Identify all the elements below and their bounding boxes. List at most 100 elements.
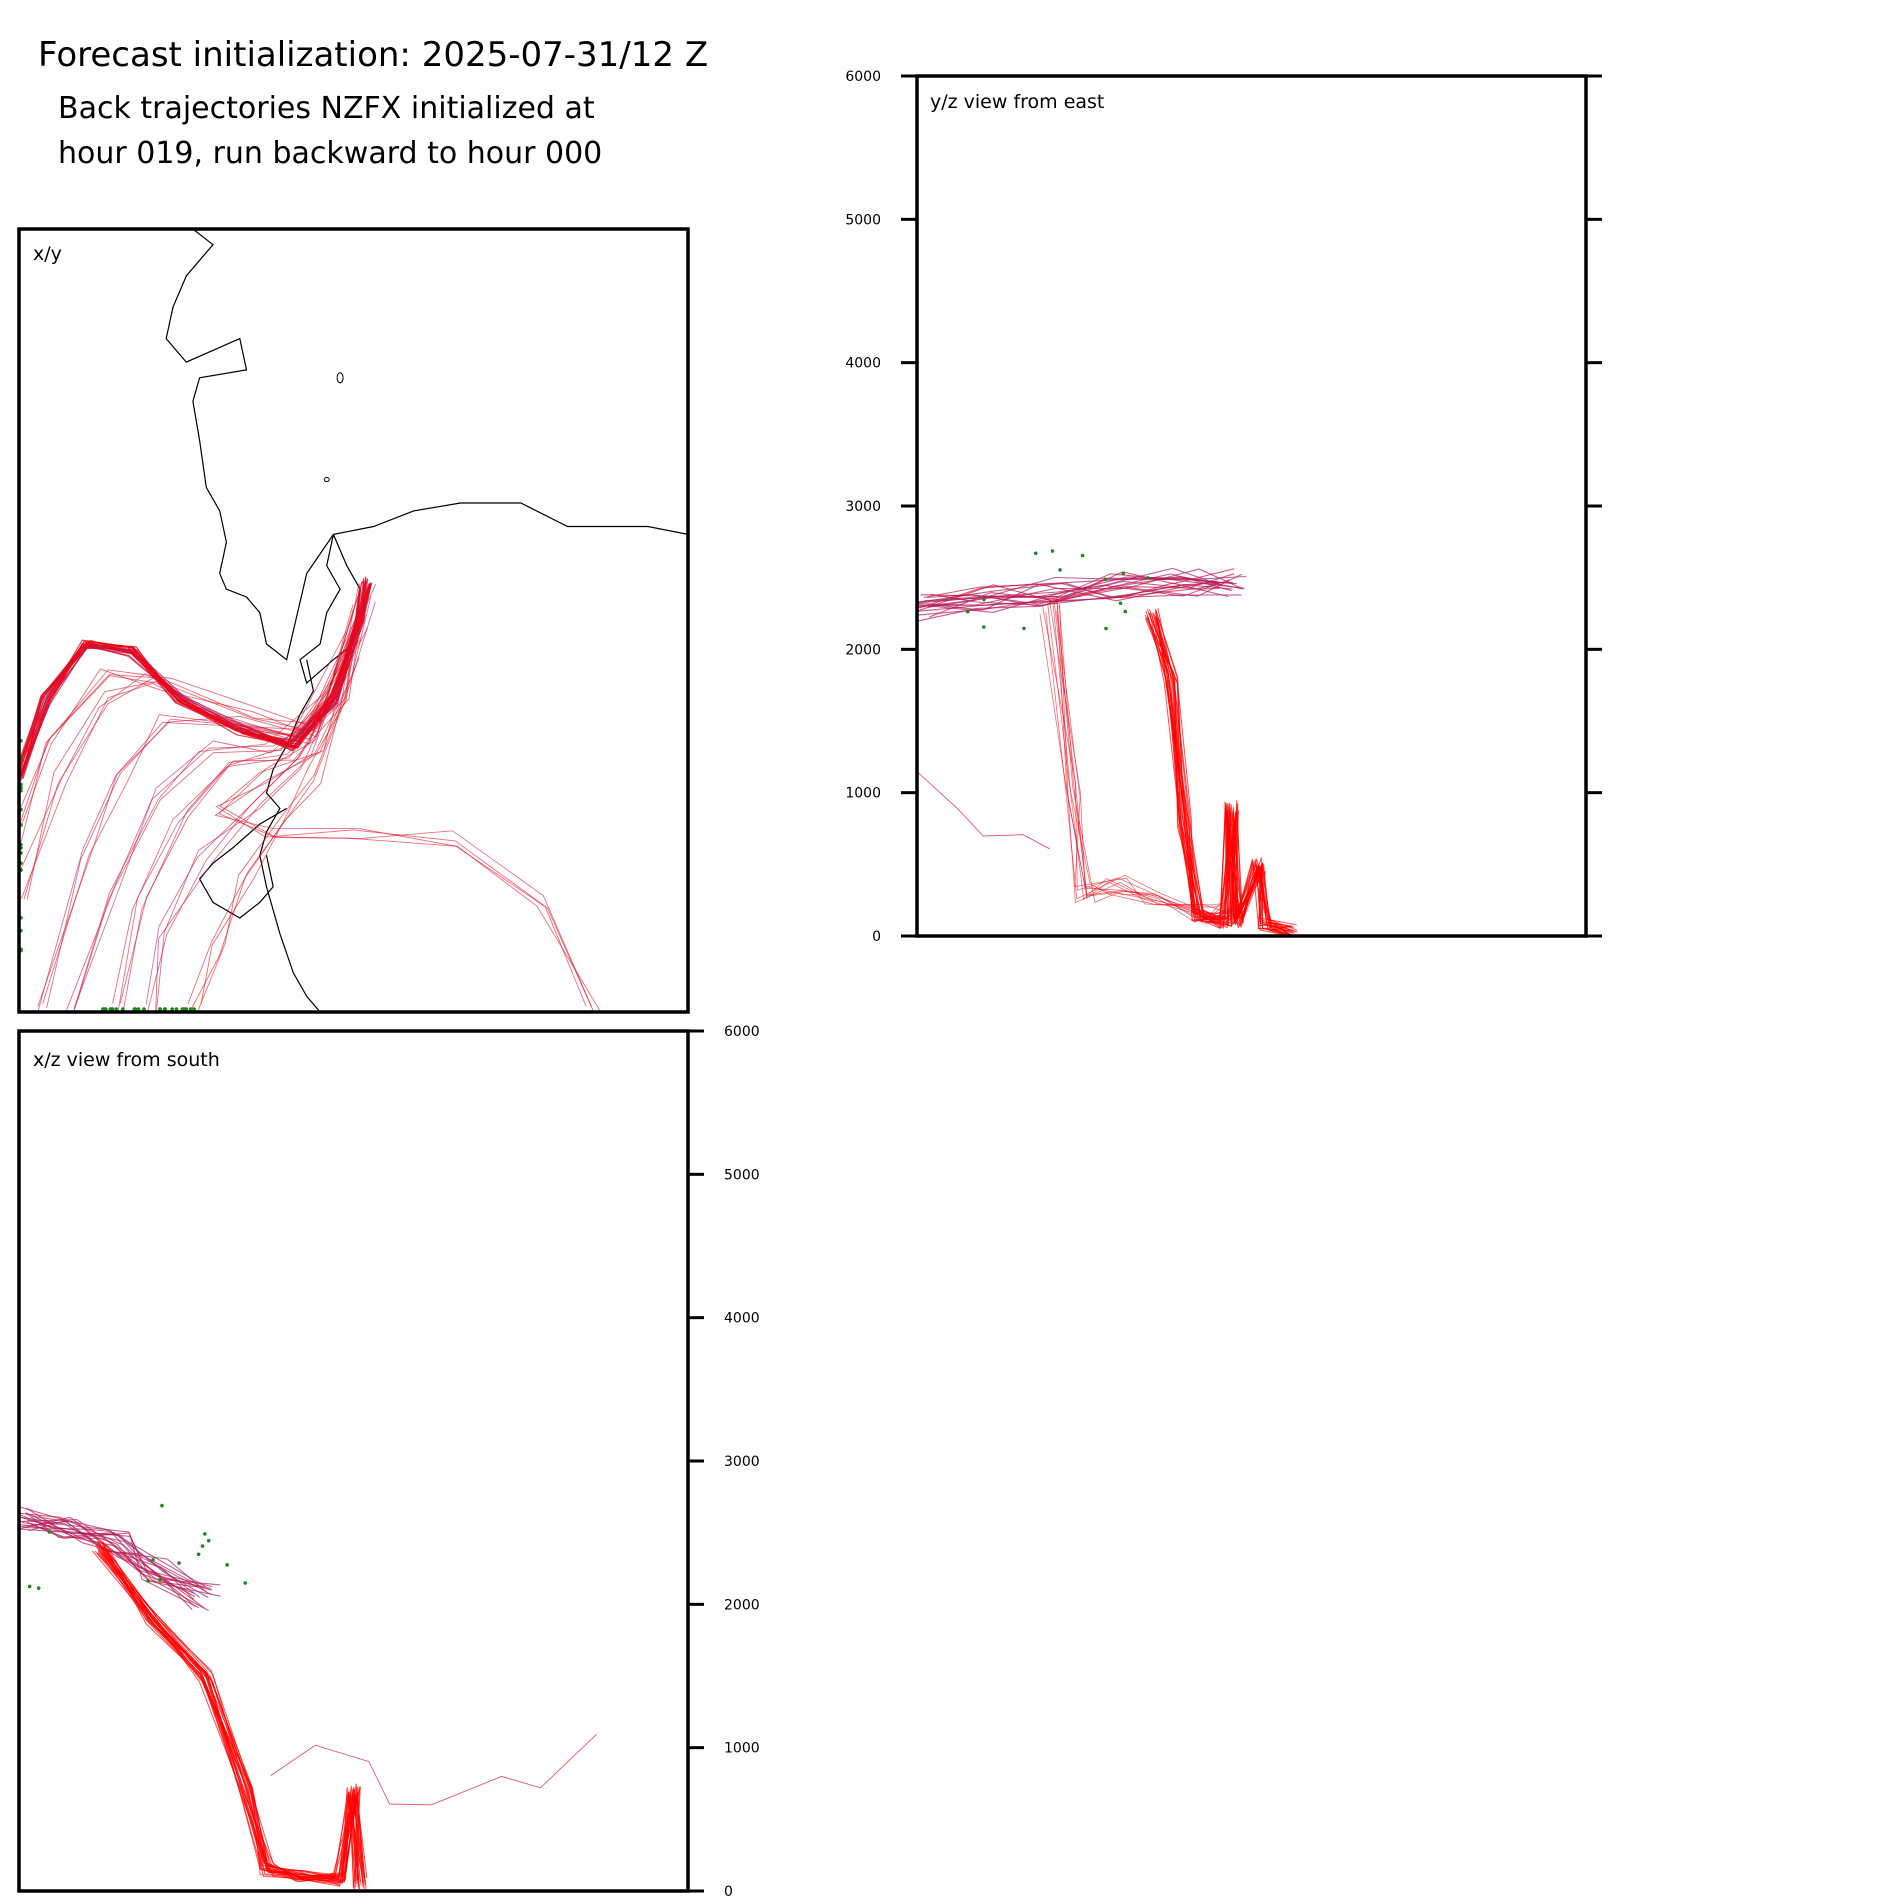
trajectory-endpoint — [1146, 576, 1150, 580]
xz-panel-frame — [17, 1029, 690, 1893]
y-tick-label: 5000 — [724, 1167, 760, 1183]
trajectory-line — [196, 589, 360, 1012]
trajectory-line — [19, 576, 367, 777]
trajectory-line — [20, 639, 361, 899]
trajectory-endpoint — [225, 1563, 229, 1567]
trajectory-endpoint — [142, 1007, 146, 1011]
trajectory-line — [19, 603, 363, 813]
trajectory-line — [37, 621, 357, 1012]
y-tick-label: 4000 — [724, 1311, 760, 1327]
trajectory-line — [147, 585, 372, 1012]
trajectory-endpoint — [104, 1007, 108, 1011]
trajectory-line — [101, 1542, 364, 1888]
trajectory-line — [155, 590, 363, 1012]
trajectory-endpoint — [36, 1586, 41, 1591]
y-tick-label: 5000 — [845, 212, 881, 228]
trajectory-line — [215, 654, 592, 1007]
trajectory-endpoint — [27, 1584, 32, 1589]
trajectory-line — [100, 1541, 365, 1879]
trajectory-line — [73, 583, 377, 1010]
trajectory-line — [19, 582, 372, 772]
trajectory-endpoint — [121, 1007, 125, 1011]
y-tick-label: 4000 — [845, 356, 881, 372]
xz-panel-label: x/z view from south — [33, 1049, 220, 1071]
y-tick-label: 0 — [872, 929, 881, 945]
trajectory-line — [19, 584, 370, 766]
xz-view-panel: 0 1000 2000 3000 4000 5000 6000 x/z view from … — [17, 1024, 760, 1900]
trajectory-line — [21, 1521, 213, 1591]
trajectory-line — [214, 657, 587, 1007]
trajectory-line — [22, 583, 370, 779]
trajectory-endpoint — [163, 1007, 167, 1011]
trajectory-endpoint — [188, 1007, 193, 1011]
trajectory-line — [189, 590, 362, 1012]
trajectory-endpoint — [110, 1007, 115, 1011]
trajectory-lines — [917, 549, 1298, 936]
trajectory-endpoint — [47, 1530, 52, 1534]
trajectory-line — [20, 583, 372, 781]
trajectory-endpoint — [1080, 553, 1085, 558]
trajectory-line — [1056, 601, 1238, 923]
figure-subtitle-line1: Back trajectories NZFX initialized at — [58, 91, 595, 126]
trajectory-endpoint — [133, 1007, 138, 1011]
trajectory-line — [1045, 611, 1225, 916]
trajectory-endpoint — [1118, 601, 1123, 606]
trajectory-endpoint — [200, 1544, 205, 1548]
xz-y-axis: 0 1000 2000 3000 4000 5000 6000 — [688, 1024, 760, 1900]
figure-subtitle-line2: hour 019, run backward to hour 000 — [58, 136, 602, 171]
trajectory-endpoint — [183, 1007, 187, 1011]
trajectory-endpoint — [1103, 577, 1108, 582]
trajectory-line — [19, 584, 367, 779]
trajectory-line — [19, 1520, 213, 1588]
trajectory-line — [1146, 617, 1291, 932]
xy-panel-frame — [17, 227, 690, 1014]
yz-panel-label: y/z view from east — [930, 91, 1104, 113]
trajectory-line — [1147, 612, 1293, 931]
trajectory-endpoint — [965, 609, 970, 614]
coastline-segment — [165, 229, 688, 661]
trajectory-endpoint — [170, 1007, 175, 1011]
trajectory-endpoint — [1121, 571, 1126, 576]
trajectory-line — [1149, 612, 1296, 932]
trajectory-endpoint — [151, 1558, 155, 1562]
yz-y-axis: 0 1000 2000 3000 4000 5000 6000 — [845, 69, 1602, 945]
coastline-segment — [299, 534, 361, 685]
y-tick-label: 2000 — [724, 1597, 760, 1613]
trajectory-endpoint — [206, 1538, 211, 1543]
trajectory-line — [917, 568, 1242, 607]
trajectory-endpoint — [177, 1561, 181, 1565]
trajectory-line — [102, 1541, 364, 1887]
coastline — [165, 229, 688, 1012]
y-tick-label: 6000 — [724, 1024, 760, 1040]
trajectory-line — [270, 1733, 598, 1806]
trajectory-endpoint — [180, 1007, 185, 1011]
trajectory-line — [104, 1549, 365, 1890]
trajectory-endpoint — [174, 1007, 179, 1011]
trajectory-line — [917, 568, 1235, 612]
trajectory-endpoint — [981, 625, 986, 629]
trajectory-line — [1058, 604, 1222, 919]
trajectory-endpoint — [1033, 551, 1038, 556]
trajectory-line — [1156, 617, 1293, 927]
trajectory-line — [25, 1512, 201, 1598]
trajectory-line — [1056, 611, 1222, 908]
y-tick-label: 0 — [724, 1884, 733, 1900]
trajectory-endpoint — [1022, 626, 1026, 631]
trajectory-line — [19, 1513, 198, 1588]
trajectory-line — [21, 583, 372, 776]
trajectory-endpoint — [243, 1581, 248, 1585]
trajectory-line — [96, 1552, 368, 1878]
trajectory-line — [1042, 606, 1241, 925]
yz-panel-frame — [915, 74, 1588, 938]
trajectory-line — [1155, 619, 1298, 933]
y-tick-label: 1000 — [845, 786, 881, 802]
trajectory-endpoint — [192, 1007, 196, 1011]
xy-map-panel: x/y — [17, 227, 690, 1014]
island — [323, 477, 330, 483]
trajectory-endpoint — [1104, 626, 1108, 631]
trajectory-endpoint — [158, 1578, 162, 1582]
trajectory-line — [42, 627, 368, 1005]
trajectory-line — [119, 592, 366, 1004]
coastline-segment — [198, 807, 287, 919]
